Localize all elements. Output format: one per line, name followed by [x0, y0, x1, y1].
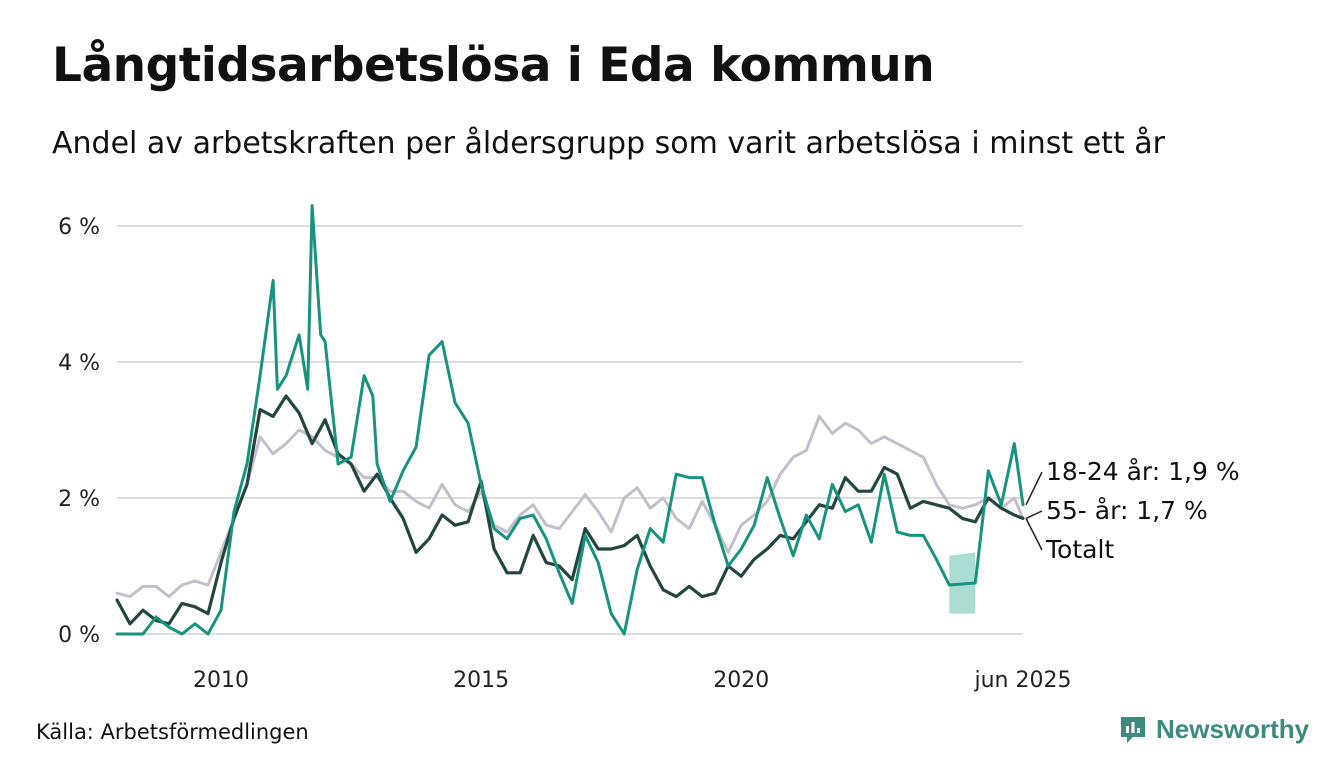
- y-tick-label: 0 %: [58, 623, 100, 648]
- x-tick-label: 2020: [713, 668, 769, 693]
- y-tick-label: 6 %: [58, 215, 100, 240]
- x-axis: 2010 2015 2020 jun 2025: [193, 668, 1071, 693]
- y-axis: 0 % 2 % 4 % 6 %: [58, 215, 100, 648]
- leader-line-total: [1025, 518, 1043, 551]
- series-line-total: [115, 394, 1025, 626]
- x-tick-label: jun 2025: [974, 668, 1072, 693]
- newsworthy-logo-icon: [1121, 716, 1145, 743]
- series-lines: [115, 204, 1025, 636]
- x-tick-label: 2015: [453, 668, 509, 693]
- leader-line-old: [1025, 510, 1043, 520]
- chart-title: Långtidsarbetslösa i Eda kommun: [52, 38, 935, 93]
- series-line-old: [115, 414, 1025, 599]
- end-label-youth: 18-24 år: 1,9 %: [1046, 457, 1240, 486]
- end-labels: 18-24 år: 1,9 % 55- år: 1,7 % Totalt: [1025, 457, 1240, 564]
- end-label-total: Totalt: [1045, 535, 1114, 564]
- y-tick-label: 2 %: [58, 487, 100, 512]
- source-note: Källa: Arbetsförmedlingen: [36, 720, 309, 744]
- end-label-old: 55- år: 1,7 %: [1046, 496, 1208, 525]
- leader-line-youth: [1025, 471, 1043, 506]
- x-tick-label: 2010: [193, 668, 249, 693]
- series-line-youth: [115, 204, 1025, 636]
- y-tick-label: 4 %: [58, 351, 100, 376]
- gridlines: [117, 225, 1023, 635]
- brand-name: Newsworthy: [1156, 714, 1310, 744]
- chart-subtitle: Andel av arbetskraften per åldersgrupp s…: [52, 126, 1165, 161]
- brand-logo[interactable]: Newsworthy: [1118, 714, 1309, 745]
